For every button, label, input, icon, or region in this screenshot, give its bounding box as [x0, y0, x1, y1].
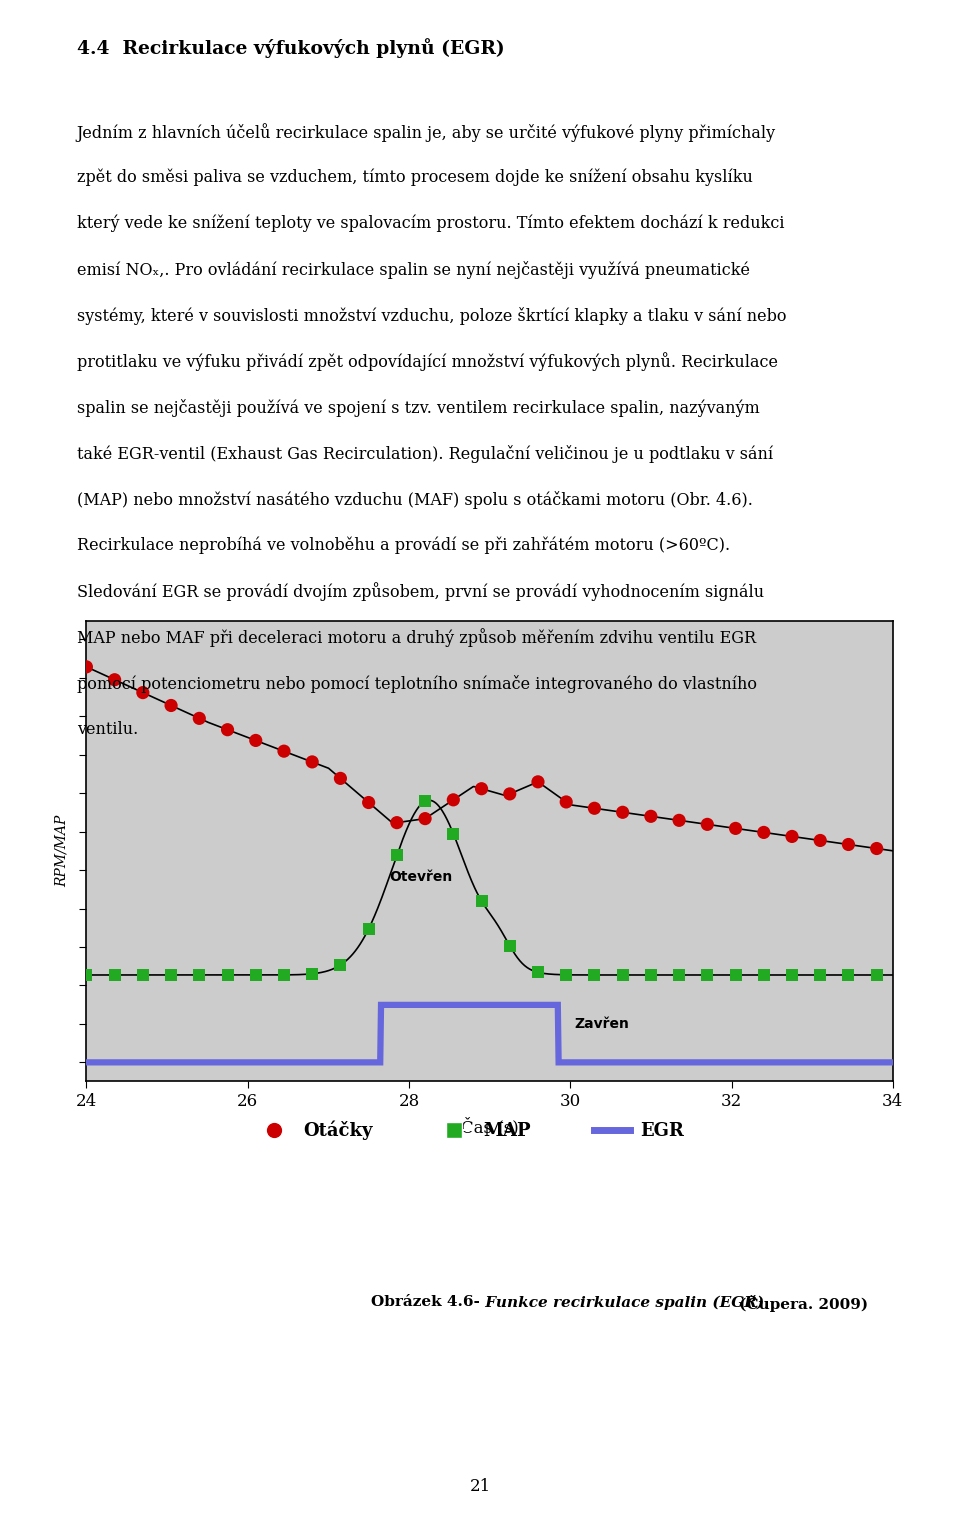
Point	[79, 963, 94, 987]
Text: pomocí potenciometru nebo pomocí teplotního snímače integrovaného do vlastního: pomocí potenciometru nebo pomocí teplotn…	[77, 675, 756, 693]
Point	[643, 963, 659, 987]
Point	[107, 963, 122, 987]
Point	[615, 963, 631, 987]
Point	[841, 963, 856, 987]
Text: Otevřen: Otevřen	[389, 869, 452, 883]
Point	[248, 728, 263, 753]
Point	[643, 805, 659, 829]
Y-axis label: RPM/MAP: RPM/MAP	[55, 814, 69, 888]
Text: (Čupera. 2009): (Čupera. 2009)	[734, 1295, 869, 1312]
Point	[812, 828, 828, 852]
Point	[389, 843, 404, 868]
Point	[220, 963, 235, 987]
Point	[615, 800, 631, 825]
Point	[784, 825, 800, 849]
Point	[869, 837, 884, 862]
Point	[276, 739, 292, 763]
Point	[474, 777, 490, 802]
Point	[812, 963, 828, 987]
Point	[474, 889, 490, 914]
Point	[163, 693, 179, 717]
Text: Obrázek 4.6-: Obrázek 4.6-	[372, 1295, 480, 1309]
Point	[530, 960, 545, 984]
Text: Funkce recirkulace spalin (EGR): Funkce recirkulace spalin (EGR)	[480, 1295, 764, 1309]
Text: Zavřen: Zavřen	[574, 1016, 629, 1030]
Point	[587, 796, 602, 820]
Point	[79, 655, 94, 679]
Point	[333, 952, 348, 977]
Text: ventilu.: ventilu.	[77, 721, 138, 737]
Point	[559, 963, 574, 987]
Point	[587, 963, 602, 987]
X-axis label: Čas (s): Čas (s)	[461, 1118, 518, 1136]
Text: spalin se nejčastěji používá ve spojení s tzv. ventilem recirkulace spalin, nazý: spalin se nejčastěji používá ve spojení …	[77, 399, 759, 417]
Text: systémy, které v souvislosti množství vzduchu, poloze škrtící klapky a tlaku v s: systémy, které v souvislosti množství vz…	[77, 307, 786, 325]
Point	[248, 963, 263, 987]
Point	[276, 963, 292, 987]
Point	[418, 789, 433, 814]
Text: 4.4  Recirkulace výfukových plynů (EGR): 4.4 Recirkulace výfukových plynů (EGR)	[77, 38, 504, 58]
Point	[304, 750, 320, 774]
Text: také EGR-ventil (Exhaust Gas Recirculation). Regulační veličinou je u podtlaku v: také EGR-ventil (Exhaust Gas Recirculati…	[77, 445, 773, 463]
Legend: Otáčky, MAP, EGR: Otáčky, MAP, EGR	[249, 1113, 692, 1148]
Point	[192, 963, 207, 987]
Point	[756, 820, 772, 845]
Point	[559, 789, 574, 814]
Point	[445, 788, 461, 812]
Text: který vede ke snížení teploty ve spalovacím prostoru. Tímto efektem dochází k re: který vede ke snížení teploty ve spalova…	[77, 215, 784, 231]
Point	[756, 963, 772, 987]
Point	[841, 832, 856, 857]
Point	[530, 770, 545, 794]
Point	[700, 963, 715, 987]
Point	[700, 812, 715, 837]
Text: protitlaku ve výfuku přivádí zpět odpovídající množství výfukových plynů. Recirk: protitlaku ve výfuku přivádí zpět odpoví…	[77, 353, 778, 371]
Text: (MAP) nebo množství nasátého vzduchu (MAF) spolu s otáčkami motoru (Obr. 4.6).: (MAP) nebo množství nasátého vzduchu (MA…	[77, 491, 753, 509]
Point	[361, 917, 376, 941]
Text: emisí NOₓ,. Pro ovládání recirkulace spalin se nyní nejčastěji využívá pneumatic: emisí NOₓ,. Pro ovládání recirkulace spa…	[77, 261, 750, 279]
Text: Sledování EGR se provádí dvojím způsobem, první se provádí vyhodnocením signálu: Sledování EGR se provádí dvojím způsobem…	[77, 583, 764, 601]
Point	[389, 811, 404, 835]
Point	[728, 963, 743, 987]
Point	[333, 766, 348, 791]
Point	[107, 667, 122, 691]
Point	[502, 934, 517, 958]
Text: Recirkulace neprobíhá ve volnoběhu a provádí se při zahřátém motoru (>60ºC).: Recirkulace neprobíhá ve volnoběhu a pro…	[77, 537, 730, 553]
Point	[784, 963, 800, 987]
Point	[192, 707, 207, 731]
Point	[418, 806, 433, 831]
Point	[671, 963, 686, 987]
Point	[163, 963, 179, 987]
Point	[445, 822, 461, 846]
Point	[728, 816, 743, 840]
Point	[361, 791, 376, 816]
Point	[135, 963, 151, 987]
Point	[304, 961, 320, 986]
Point	[869, 963, 884, 987]
Point	[220, 717, 235, 742]
Text: Jedním z hlavních účelů recirkulace spalin je, aby se určité výfukové plyny přim: Jedním z hlavních účelů recirkulace spal…	[77, 123, 776, 141]
Text: MAP nebo MAF při deceleraci motoru a druhý způsob měřením zdvihu ventilu EGR: MAP nebo MAF při deceleraci motoru a dru…	[77, 629, 756, 647]
Point	[671, 808, 686, 832]
Text: 21: 21	[469, 1478, 491, 1495]
Point	[135, 681, 151, 705]
Text: zpět do směsi paliva se vzduchem, tímto procesem dojde ke snížení obsahu kyslíku: zpět do směsi paliva se vzduchem, tímto …	[77, 169, 753, 185]
Point	[502, 782, 517, 806]
